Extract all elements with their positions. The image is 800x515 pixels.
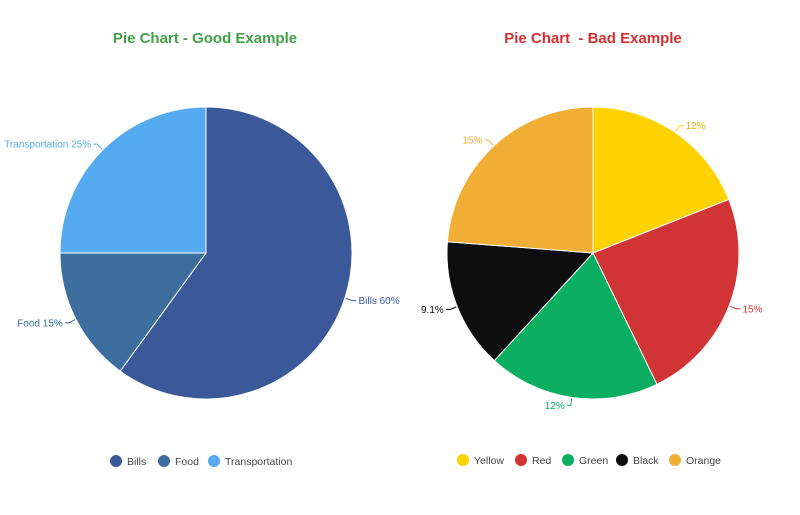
legend-label-transportation[interactable]: Transportation [225,456,292,468]
legend-label-black[interactable]: Black [633,455,659,467]
pie-slice-red[interactable] [592,198,740,385]
chart-title: Pie Chart - Bad Example [504,30,682,47]
label-leader-line [93,143,103,150]
legend-swatch-yellow[interactable] [457,454,469,466]
legend-label-food[interactable]: Food [175,456,199,468]
slice-label-yellow: 12% [686,121,706,132]
legend-swatch-food[interactable] [158,455,170,467]
legend-label-red[interactable]: Red [532,455,551,467]
chart-good-example: Pie Chart - Good Example Bills 60% Food 1… [4,30,400,468]
slice-label-bills: Bills 60% [359,296,400,307]
label-leader-line [566,398,573,406]
label-leader-line [445,306,457,310]
pie-slice-yellow[interactable] [592,106,730,254]
legend-swatch-bills[interactable] [110,455,122,467]
label-leader-line [675,125,684,132]
slice-label-red: 15% [743,304,763,315]
pie-slice-black[interactable] [446,241,595,362]
slice-labels: Bills 60% Food 15% Transportation 25% [4,140,400,330]
chart-title: Pie Chart - Good Example [113,30,297,47]
legend-swatch-black[interactable] [616,454,628,466]
pie-slice-bills[interactable] [119,106,353,400]
slice-label-transportation: Transportation 25% [4,140,91,151]
slice-label-food: Food 15% [17,318,63,329]
legend-label-bills[interactable]: Bills [127,456,146,468]
label-leader-line [345,297,357,302]
slice-label-black: 9.1% [421,305,444,316]
label-leader-line [729,305,741,310]
legend-swatch-orange[interactable] [669,454,681,466]
pie-slices [59,106,353,400]
legend: Yellow Red Green Black Orange [457,454,721,467]
legend-swatch-transportation[interactable] [208,455,220,467]
label-leader-line [484,139,494,146]
legend-label-green[interactable]: Green [579,455,608,467]
label-leader-line [64,319,76,324]
pie-slice-orange[interactable] [446,106,594,254]
legend-label-yellow[interactable]: Yellow [474,455,504,467]
chart-bad-example: Pie Chart - Bad Example 12% 15% 12% 9.1% 15%… [421,30,763,467]
pie-slice-food[interactable] [59,252,207,372]
pie-slice-green[interactable] [493,252,658,400]
legend-label-orange[interactable]: Orange [686,455,721,467]
slice-label-green: 12% [545,401,565,412]
slice-labels: 12% 15% 12% 9.1% 15% [421,121,763,412]
pie-slices [446,106,740,400]
legend-swatch-green[interactable] [562,454,574,466]
slice-label-orange: 15% [462,136,482,147]
legend-swatch-red[interactable] [515,454,527,466]
pie-slice-transportation[interactable] [59,106,207,254]
legend: Bills Food Transportation [110,455,292,468]
